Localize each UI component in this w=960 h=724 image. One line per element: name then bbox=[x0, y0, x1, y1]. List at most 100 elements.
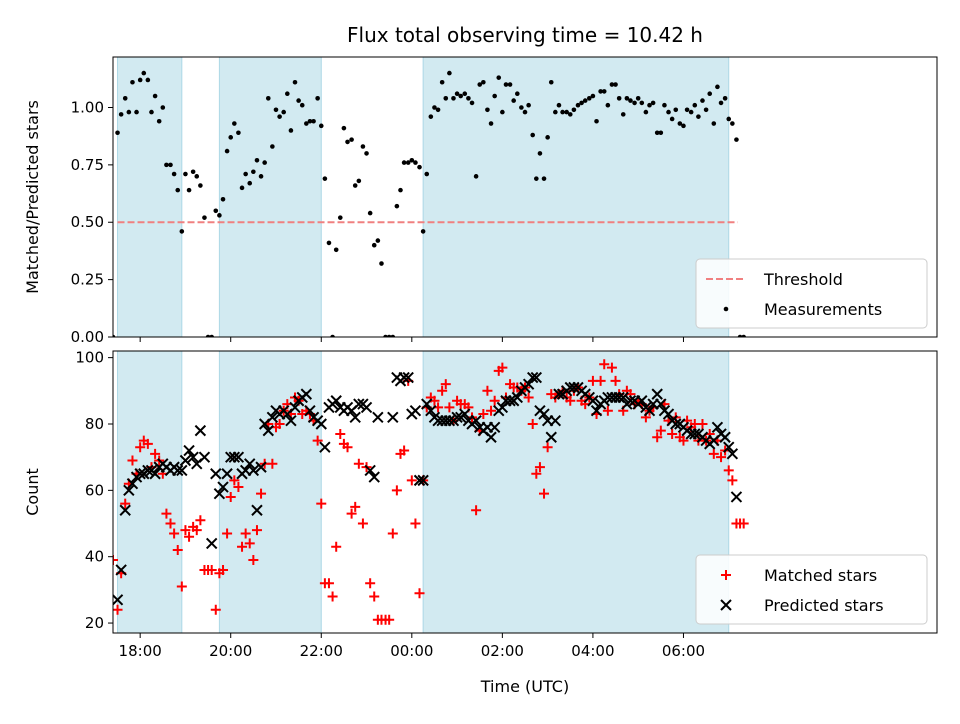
series-measurements-point bbox=[409, 157, 415, 163]
series-measurements-point bbox=[534, 176, 539, 181]
series-measurements-point bbox=[428, 114, 434, 119]
series-measurements-point bbox=[149, 109, 154, 115]
series-predicted-stars-point bbox=[651, 388, 663, 400]
series-measurements-point bbox=[692, 102, 698, 108]
series-predicted-stars-point bbox=[372, 411, 384, 424]
panel-ratio: 0.00 0.25 0.50 0.75 1.00 Matched/Predicted st… bbox=[23, 56, 938, 346]
series-measurements-point bbox=[681, 123, 686, 129]
series-measurements-point bbox=[620, 112, 626, 117]
series-matched-stars-point bbox=[244, 538, 255, 549]
series-matched-stars-point bbox=[180, 525, 191, 536]
series-matched-stars-point bbox=[478, 409, 489, 420]
series-measurements-point bbox=[424, 171, 430, 177]
series-measurements-point bbox=[496, 75, 502, 80]
series-measurements-point bbox=[515, 91, 520, 97]
series-measurements-point bbox=[345, 139, 350, 145]
series-measurements-point bbox=[330, 334, 335, 337]
series-measurements-point bbox=[398, 187, 403, 193]
series-matched-stars-point bbox=[327, 591, 338, 602]
series-matched-stars-point bbox=[195, 515, 206, 526]
series-matched-stars-point bbox=[410, 518, 421, 529]
series-predicted-stars-point bbox=[300, 388, 313, 400]
series-predicted-stars-point bbox=[662, 408, 675, 420]
series-measurements-point bbox=[367, 210, 373, 216]
series-measurements-point bbox=[352, 183, 358, 188]
series-measurements-point bbox=[458, 93, 464, 99]
series-measurements-point bbox=[198, 183, 203, 188]
series-matched-stars-point bbox=[497, 362, 508, 373]
chart-title: Flux total observing time = 10.42 h bbox=[347, 23, 703, 47]
series-measurements-point bbox=[741, 334, 746, 337]
series-matched-stars-point bbox=[610, 375, 621, 386]
series-predicted-stars-point bbox=[319, 441, 331, 453]
series-matched-stars-point bbox=[387, 528, 398, 539]
series-matched-stars-point bbox=[335, 428, 346, 439]
series-matched-stars-point bbox=[369, 591, 380, 602]
series-measurements-point bbox=[658, 130, 664, 136]
series-measurements-point bbox=[299, 102, 305, 108]
series-predicted-stars-point bbox=[349, 411, 361, 424]
series-predicted-stars-point bbox=[413, 474, 426, 487]
series-predicted-stars-point bbox=[451, 411, 463, 424]
series-measurements-point bbox=[251, 169, 256, 175]
series-predicted-stars-point bbox=[172, 464, 184, 477]
series-measurements-point bbox=[541, 176, 547, 181]
series-matched-stars-point bbox=[176, 581, 187, 592]
series-measurements-point bbox=[548, 79, 554, 85]
series-measurements-point bbox=[383, 334, 388, 337]
series-matched-stars-point bbox=[542, 442, 553, 453]
series-measurements-point bbox=[236, 130, 241, 136]
y-tick-label: 0.75 bbox=[71, 156, 104, 174]
series-predicted-stars-point bbox=[187, 451, 199, 463]
series-matched-stars-point bbox=[161, 508, 172, 519]
series-predicted-stars-point bbox=[590, 405, 603, 417]
series-measurements-point bbox=[447, 70, 452, 76]
series-matched-stars-point bbox=[331, 541, 342, 552]
series-measurements-point bbox=[265, 96, 271, 101]
series-measurements-point bbox=[220, 196, 226, 202]
series-predicted-stars-point bbox=[526, 371, 539, 384]
series-measurements-point bbox=[707, 91, 713, 97]
series-measurements-point bbox=[647, 102, 652, 108]
series-measurements-point bbox=[718, 100, 724, 106]
series-matched-stars-point bbox=[716, 452, 727, 463]
series-predicted-stars-point bbox=[398, 371, 410, 384]
series-measurements-point bbox=[194, 174, 200, 179]
series-predicted-stars-point bbox=[113, 594, 124, 606]
series-predicted-stars-point bbox=[421, 398, 433, 410]
series-measurements-point bbox=[258, 174, 264, 179]
legend-label: Matched stars bbox=[764, 566, 877, 585]
series-predicted-stars-point bbox=[176, 464, 188, 477]
series-measurements-point bbox=[239, 185, 245, 191]
y-tick-label: 20 bbox=[85, 614, 104, 632]
series-predicted-stars-point bbox=[624, 395, 637, 407]
series-matched-stars-point bbox=[440, 379, 451, 390]
series-measurements-point bbox=[560, 109, 565, 115]
series-predicted-stars-point bbox=[402, 371, 414, 384]
series-measurements-point bbox=[118, 112, 124, 117]
series-predicted-stars-point bbox=[232, 451, 245, 463]
series-measurements-point bbox=[530, 132, 535, 138]
series-predicted-stars-point bbox=[719, 431, 731, 443]
series-measurements-point bbox=[152, 93, 158, 99]
series-measurements-point bbox=[590, 93, 596, 99]
shaded-interval-0 bbox=[117, 56, 183, 338]
series-matched-stars-point bbox=[678, 435, 689, 446]
series-measurements-point bbox=[519, 105, 524, 110]
series-matched-stars-point bbox=[256, 488, 267, 499]
series-predicted-stars-point bbox=[459, 408, 471, 420]
series-predicted-stars-point bbox=[417, 474, 429, 487]
series-matched-stars-point bbox=[523, 392, 534, 403]
series-predicted-stars-point bbox=[425, 405, 437, 417]
series-matched-stars-point bbox=[142, 438, 153, 449]
series-measurements-point bbox=[579, 100, 584, 106]
legend-marker bbox=[723, 306, 729, 312]
series-measurements-point bbox=[435, 107, 441, 113]
series-measurements-point bbox=[669, 116, 675, 122]
series-matched-stars-point bbox=[437, 385, 448, 396]
series-predicted-stars-point bbox=[670, 418, 682, 430]
series-matched-stars-point bbox=[191, 525, 202, 536]
series-matched-stars-point bbox=[210, 604, 221, 615]
series-predicted-stars-point bbox=[689, 428, 701, 440]
series-measurements-point bbox=[522, 109, 528, 115]
